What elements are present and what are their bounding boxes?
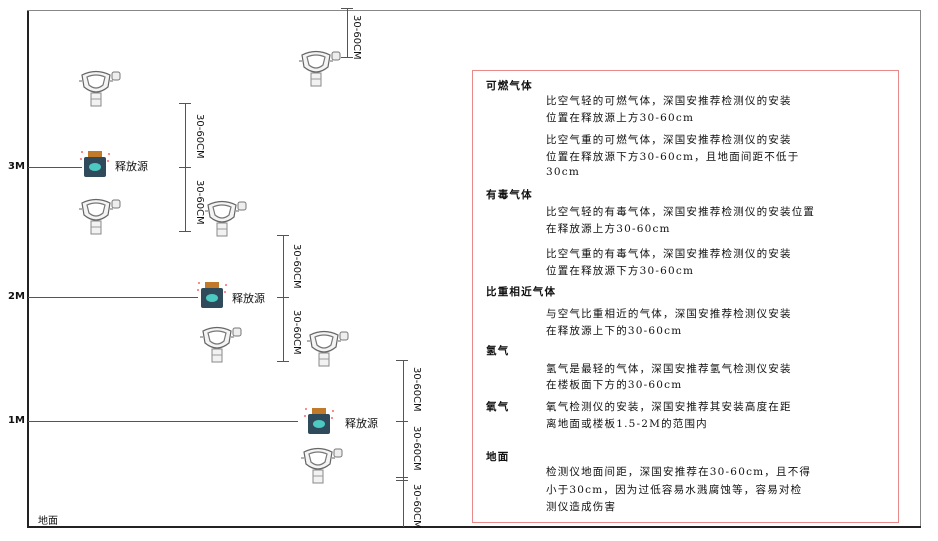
gas-detector-icon xyxy=(307,330,349,367)
gas-detector-icon xyxy=(79,198,121,235)
wall-axis xyxy=(27,10,29,527)
dimension-label: 30-60CM xyxy=(411,367,422,412)
dimension-label: 30-60CM xyxy=(411,426,422,471)
dimension-line xyxy=(283,235,284,362)
paragraph-line: 与空气比重相近的气体，深国安推荐检测仪安装 xyxy=(546,308,792,320)
level-3m: 3M xyxy=(8,161,25,172)
release-source-icon xyxy=(80,151,110,177)
dimension-tick xyxy=(341,57,353,58)
dimension-label: 30-60CM xyxy=(194,114,205,159)
dimension-tick xyxy=(396,480,408,481)
dimension-label: 30-60CM xyxy=(291,244,302,289)
paragraph-line: 比空气重的可燃气体，深国安推荐检测仪的安装 xyxy=(546,134,792,146)
paragraph-line: 位置在释放源下方30-60cm，且地面间距不低于 xyxy=(546,151,800,163)
paragraph-line: 离地面或楼板1.5-2M的范围内 xyxy=(546,418,708,430)
dimension-tick xyxy=(277,235,289,236)
ground-line xyxy=(27,526,921,528)
paragraph-line: 比空气重的有毒气体，深国安推荐检测仪的安装 xyxy=(546,248,792,260)
paragraph-line: 测仪造成伤害 xyxy=(546,501,617,513)
paragraph-line: 在释放源上下的30-60cm xyxy=(546,325,683,337)
dimension-label: 30-60CM xyxy=(351,15,362,60)
paragraph-line: 小于30cm，因为过低容易水溅腐蚀等，容易对检 xyxy=(546,484,803,496)
level-3m-line xyxy=(28,167,82,168)
info-panel: 可燃气体 比空气轻的可燃气体，深国安推荐检测仪的安装 位置在释放源上方30-60… xyxy=(472,70,899,523)
release-source-label: 释放源 xyxy=(115,160,148,173)
release-source-icon xyxy=(197,282,227,308)
paragraph-line: 位置在释放源上方30-60cm xyxy=(546,112,695,124)
gas-detector-icon xyxy=(301,447,343,484)
section-title: 可燃气体 xyxy=(486,80,533,92)
dimension-tick xyxy=(396,477,408,478)
section-title: 地面 xyxy=(486,451,510,463)
paragraph-line: 氧气检测仪的安装，深国安推荐其安装高度在距 xyxy=(546,401,792,413)
paragraph-line: 位置在释放源下方30-60cm xyxy=(546,265,695,277)
section-title: 比重相近气体 xyxy=(486,286,557,298)
ceiling-line xyxy=(27,10,921,11)
dimension-line xyxy=(347,8,348,58)
dimension-tick xyxy=(396,360,408,361)
section-title: 氢气 xyxy=(486,345,510,357)
dimension-label: 30-60CM xyxy=(194,180,205,225)
gas-detector-icon xyxy=(200,326,242,363)
paragraph-line: 比空气轻的有毒气体，深国安推荐检测仪的安装位置 xyxy=(546,206,816,218)
paragraph-line: 在释放源上方30-60cm xyxy=(546,223,671,235)
dimension-line xyxy=(403,360,404,527)
gas-detector-icon xyxy=(299,50,341,87)
level-1m: 1M xyxy=(8,415,25,426)
dimension-tick xyxy=(341,8,353,9)
section-title: 氧气 xyxy=(486,401,510,413)
gas-detector-icon xyxy=(79,70,121,107)
dimension-tick xyxy=(179,167,191,168)
dimension-tick xyxy=(277,361,289,362)
gas-detector-icon xyxy=(205,200,247,237)
right-wall-line xyxy=(920,10,921,527)
paragraph-line: 30cm xyxy=(546,166,580,178)
level-2m-line xyxy=(28,297,198,298)
dimension-tick xyxy=(277,297,289,298)
paragraph-line: 检测仪地面间距，深国安推荐在30-60cm，且不得 xyxy=(546,466,812,478)
release-source-label: 释放源 xyxy=(345,417,378,430)
level-2m: 2M xyxy=(8,291,25,302)
paragraph-line: 氢气是最轻的气体，深国安推荐氢气检测仪安装 xyxy=(546,363,792,375)
dimension-label: 30-60CM xyxy=(291,310,302,355)
ground-label: 地面 xyxy=(38,516,58,527)
release-source-label: 释放源 xyxy=(232,292,265,305)
dimension-tick xyxy=(179,103,191,104)
release-source-icon xyxy=(304,408,334,434)
paragraph-line: 在楼板面下方的30-60cm xyxy=(546,379,683,391)
dimension-tick xyxy=(179,231,191,232)
section-title: 有毒气体 xyxy=(486,189,533,201)
dimension-tick xyxy=(396,421,408,422)
dimension-label: 30-60CM xyxy=(411,484,422,529)
level-1m-line xyxy=(28,421,298,422)
paragraph-line: 比空气轻的可燃气体，深国安推荐检测仪的安装 xyxy=(546,95,792,107)
